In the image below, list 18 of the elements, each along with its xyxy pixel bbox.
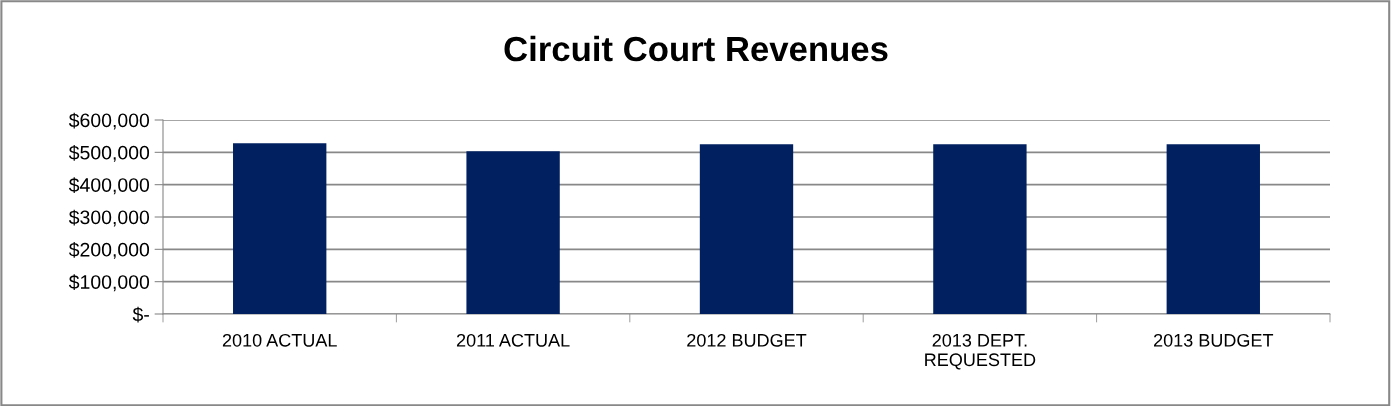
chart-title: Circuit Court Revenues [504, 35, 888, 62]
y-tick-label: $600,000 [68, 112, 150, 130]
y-tick-label: $300,000 [68, 209, 150, 227]
y-tick-label: $100,000 [68, 274, 150, 292]
x-tick-label: 2011 ACTUAL [456, 333, 570, 347]
x-tick-label: 2012 BUDGET [687, 333, 807, 347]
x-tick-label: 2013 BUDGET [1154, 333, 1274, 347]
y-tick-label: $500,000 [68, 144, 150, 162]
x-tick-label: 2013 DEPT. REQUESTED [925, 333, 1036, 370]
x-tick-label: 2010 ACTUAL [222, 333, 337, 347]
y-tick-label: $200,000 [68, 241, 150, 259]
bar [233, 143, 327, 314]
bar [699, 144, 794, 314]
bar [466, 151, 560, 314]
bar [933, 144, 1027, 314]
y-tick-label: $400,000 [68, 177, 150, 195]
bar [1166, 144, 1260, 314]
y-tick-label: $- [132, 306, 149, 323]
